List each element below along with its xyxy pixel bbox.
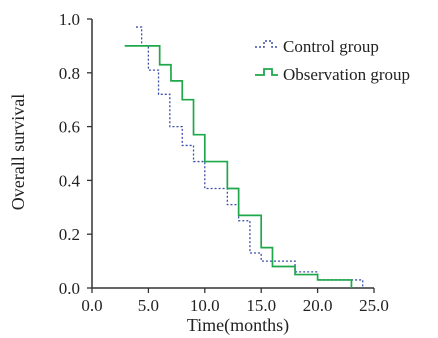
x-tick-label: 15.0 [246,296,276,315]
y-tick-label: 0.6 [59,118,80,137]
y-tick-label: 0.0 [59,279,80,298]
legend-item-observation: Observation group [255,65,410,84]
legend-item-control: Control group [255,37,379,56]
legend-swatch-control [255,40,278,48]
series-line-control [135,26,364,288]
y-axis-title: Overall survival [8,94,28,210]
y-tick-label: 0.4 [59,171,81,190]
x-axis-title: Time(months) [187,315,289,336]
legend: Control group Observation group [255,37,410,84]
y-axis: 0.0 0.2 0.4 0.6 0.8 1.0 [59,10,93,298]
legend-label-observation: Observation group [283,65,410,84]
x-tick-label: 0.0 [81,296,102,315]
x-tick-label: 25.0 [359,296,389,315]
x-tick-label: 20.0 [303,296,333,315]
series-line-observation [124,45,353,288]
x-axis: 0.0 5.0 10.0 15.0 20.0 25.0 [81,287,389,315]
x-tick-label: 5.0 [138,296,159,315]
x-tick-label: 10.0 [190,296,220,315]
legend-swatch-observation [255,68,278,76]
series-layer [124,26,364,288]
y-tick-label: 0.2 [59,225,80,244]
y-tick-label: 1.0 [59,10,80,29]
legend-label-control: Control group [283,37,379,56]
y-tick-label: 0.8 [59,64,80,83]
